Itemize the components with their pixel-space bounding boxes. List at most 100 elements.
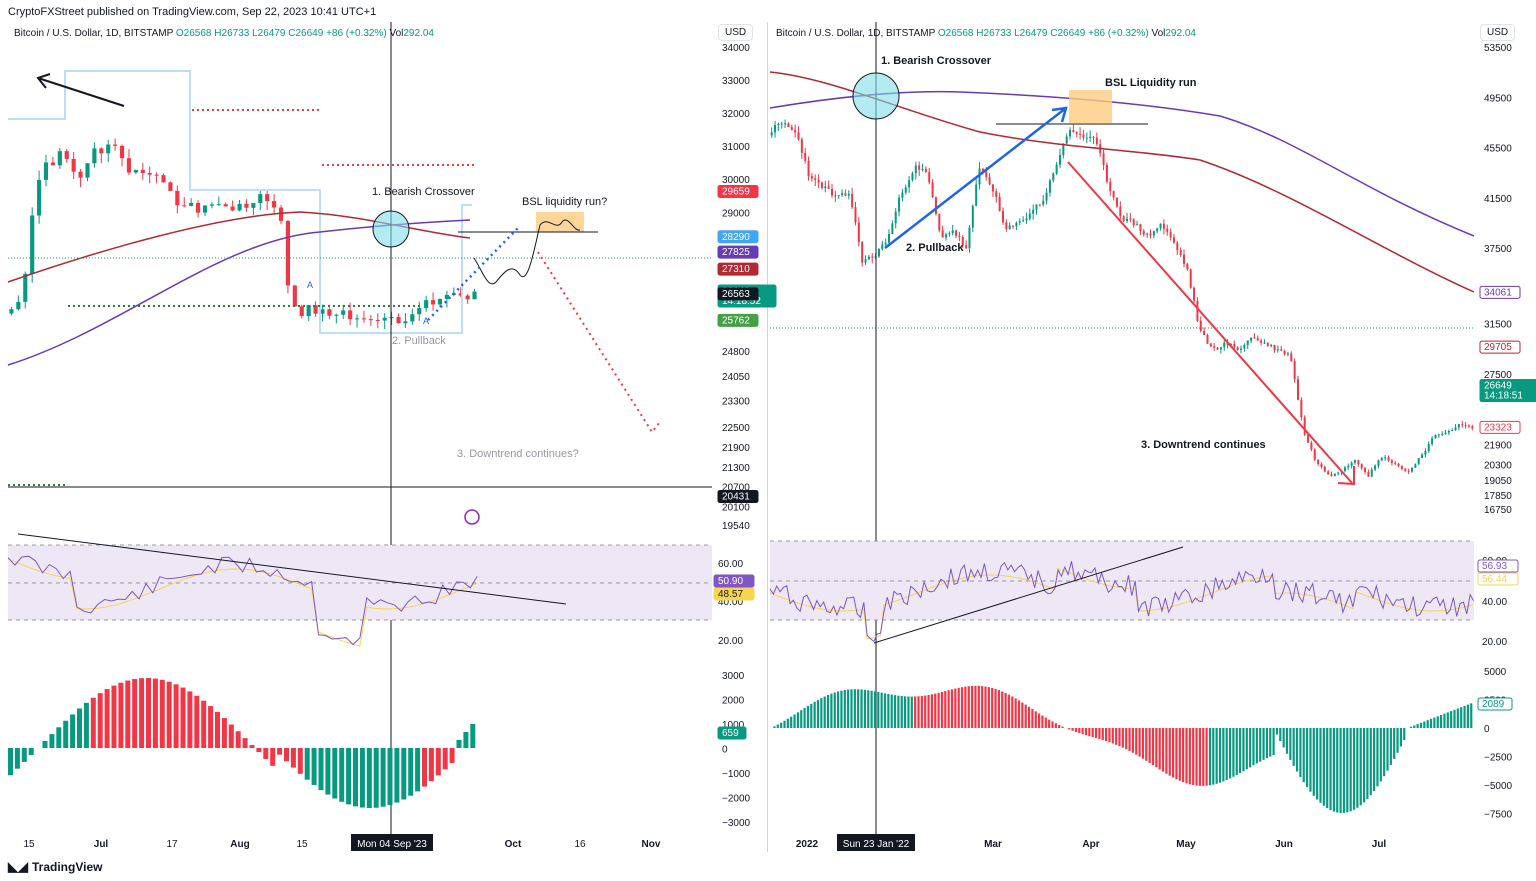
left-price-tick: 24800 [722,347,750,358]
right-candle [944,234,948,238]
left-crossover-label: 1. Bearish Crossover [372,186,475,198]
left-downtrend-dotted [537,251,661,434]
right-macd-bar [806,705,810,728]
right-candle [1397,463,1400,467]
left-candle [140,169,145,173]
right-macd-bar [1245,728,1248,770]
left-macd-bar [456,740,462,748]
right-candle [1015,222,1018,227]
right-macd-bar [1151,728,1155,766]
right-candle [1414,464,1417,468]
left-x-tick: Aug [230,839,249,850]
left-macd-bar [228,724,234,748]
right-high: H26733 [976,28,1012,39]
right-candle [1126,218,1129,221]
right-macd-bar [1262,728,1265,760]
right-candle [1283,350,1286,355]
right-candle [1467,425,1470,427]
left-price-badge: 25762 [722,315,750,326]
left-rsi-line [7,555,478,646]
right-macd-bar [1048,719,1051,728]
right-candle [938,214,941,231]
right-macd-bar [930,694,933,728]
right-macd-bar [1225,728,1228,781]
right-price-badge: 29705 [1484,342,1512,353]
right-x-tick: 2022 [796,839,819,850]
left-macd-bar [201,700,207,748]
left-vol-label: Vol [389,28,404,39]
right-macd-bar [1436,716,1439,728]
right-macd-bar [1272,728,1275,756]
right-macd-bar [1185,728,1188,784]
right-candle [1323,466,1326,472]
left-price-badge: 27310 [722,264,750,275]
right-candle [1286,353,1289,355]
right-macd-bar [1255,728,1258,764]
right-macd-bar [1376,728,1379,787]
right-macd-bar [1292,728,1295,766]
right-candle [1330,474,1333,476]
right-macd-bar [1269,728,1272,757]
right-candle [770,132,773,136]
right-macd-bar [773,726,776,728]
left-price-tick: 19540 [722,521,750,532]
right-candle [1018,221,1021,223]
right-macd-bar [944,691,947,728]
left-candle [30,215,35,274]
right-rsi-tick: 20.00 [1482,637,1507,648]
right-candle [1075,132,1078,134]
right-candle [898,197,901,212]
right-macd-bar [1044,717,1047,728]
left-currency-button[interactable]: USD [718,24,754,41]
left-candle [182,205,187,207]
left-rsi-trendline [17,533,567,605]
left-macd-bar [187,691,193,748]
right-candle [914,165,917,174]
right-candle [958,235,961,237]
right-macd-bar [1215,728,1218,784]
right-rsi-tick: 40.00 [1482,597,1507,608]
left-candle [375,319,380,321]
left-candle [237,203,242,211]
left-x-tick: Nov [642,839,661,850]
left-candle [64,151,69,159]
right-macd-bar [837,691,840,728]
right-macd-bar [1416,724,1419,728]
left-x-tick: 15 [296,839,308,850]
right-candle [857,222,860,243]
right-macd-bar [977,685,980,728]
right-macd-bar [1339,728,1342,813]
right-macd-bar [927,694,930,728]
left-macd-bar [422,748,427,787]
left-candle [341,310,346,315]
right-macd-bar [914,696,917,728]
right-price-tick: 49500 [1484,93,1512,104]
right-candle [1404,468,1407,471]
right-macd-bar [1393,728,1396,759]
right-price-tick: 31500 [1484,320,1512,331]
right-candle [1072,130,1075,133]
right-candle [1417,458,1420,465]
left-candle [99,148,104,154]
right-candle [1008,225,1011,230]
right-macd-bar [1295,728,1299,772]
left-price-tick: 21300 [722,463,750,474]
right-macd-bar [1450,711,1453,728]
right-macd-bar [780,722,783,728]
left-candle [292,285,297,307]
right-currency-button[interactable]: USD [1480,24,1516,41]
right-candle [901,192,904,198]
left-candle [431,300,436,305]
right-candle [1092,136,1095,138]
left-crosshair-label-bg [351,834,433,851]
right-candle [827,186,830,189]
right-candle [921,168,924,170]
right-macd-tick: −5000 [1484,781,1513,792]
right-candle [1142,231,1145,235]
right-candle [1320,463,1323,467]
right-candle [971,205,974,228]
right-macd-bar [1168,728,1171,776]
right-rsi-trendline [873,546,1184,644]
right-candle [998,196,1001,211]
